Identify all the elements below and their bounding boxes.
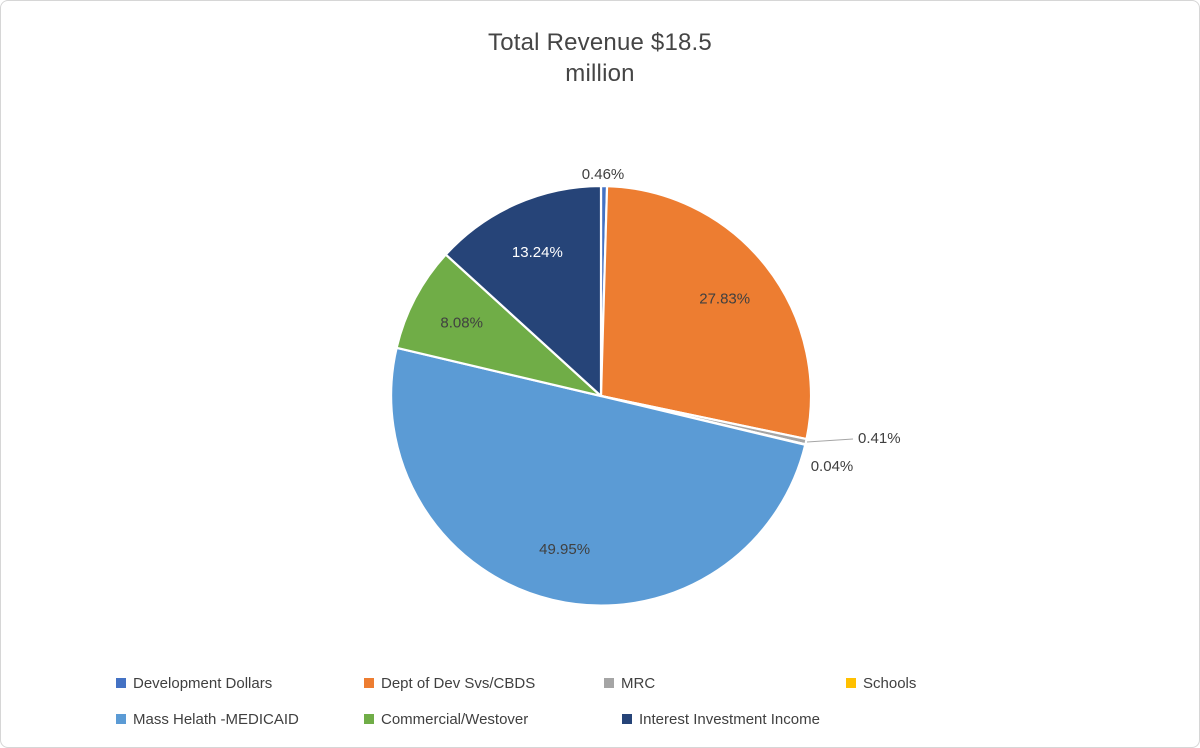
data-label-schools: 0.04% xyxy=(811,458,854,475)
data-label-development-dollars: 0.46% xyxy=(582,166,625,183)
data-label-dept-of-dev-svs-cbds: 27.83% xyxy=(699,290,750,307)
pie-slice-interest-investment-income xyxy=(444,184,603,398)
data-label-mass-helath-medicaid: 49.95% xyxy=(539,541,590,558)
data-label-commercial-westover: 8.08% xyxy=(440,315,483,332)
pie-slice-commercial-westover xyxy=(395,253,603,398)
data-label-mrc: 0.41% xyxy=(858,430,901,447)
pie-slice-mass-helath-medicaid xyxy=(389,346,807,607)
data-label-interest-investment-income: 13.24% xyxy=(512,244,563,261)
leader-line-mrc xyxy=(806,438,854,443)
chart-title-line-1: Total Revenue $18.5 xyxy=(488,29,712,56)
pie-slice-dept-of-dev-svs-cbds xyxy=(599,184,813,441)
chart-title: Total Revenue $18.5 million xyxy=(1,27,1199,89)
chart-title-line-2: million xyxy=(565,60,635,87)
